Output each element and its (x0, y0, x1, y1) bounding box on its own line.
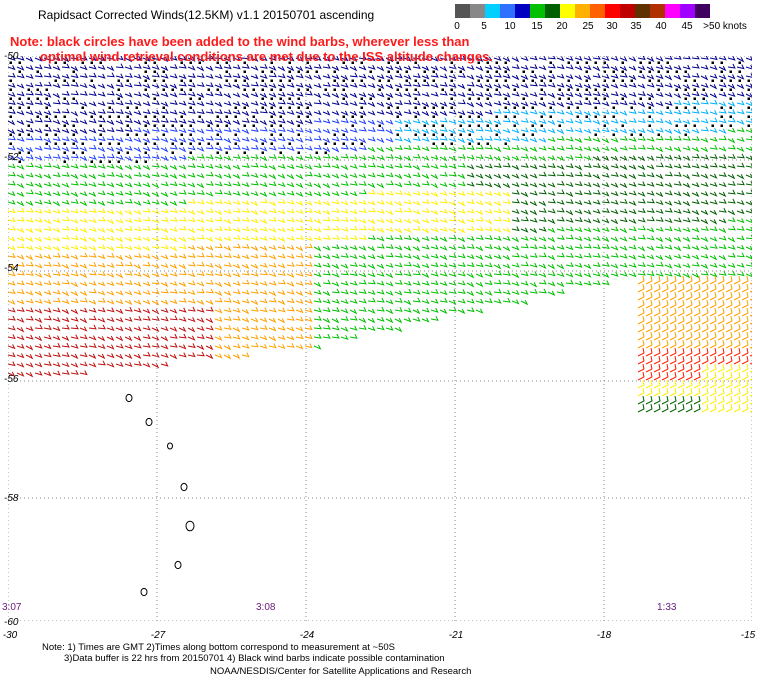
colorbar-swatch (515, 4, 530, 18)
wind-barbs (8, 243, 752, 360)
wind-barbs (8, 117, 394, 162)
colorbar-swatch (530, 4, 545, 18)
footnote-line-2: 3)Data buffer is 22 hrs from 20150701 4)… (64, 653, 445, 664)
island-outline (140, 587, 148, 597)
colorbar-swatch (605, 4, 620, 18)
wind-barbs (8, 56, 752, 135)
colorbar-tick-label: >50 knots (703, 21, 747, 32)
pass-time-label: 1:33 (657, 602, 677, 613)
lat-label: -50 (4, 51, 19, 62)
colorbar-swatch (560, 4, 575, 18)
colorbar-tick-label: 25 (582, 21, 594, 32)
island-outline (180, 482, 188, 492)
lon-label: -27 (150, 630, 166, 641)
wind-barbs (8, 127, 752, 350)
lat-label: -58 (4, 493, 19, 504)
wind-barbs (466, 153, 752, 413)
colorbar-swatch (590, 4, 605, 18)
lat-label: -60 (4, 617, 19, 628)
contamination-markers (9, 61, 750, 163)
colorbar-tick-label: 10 (504, 21, 516, 32)
island-outline (125, 393, 133, 403)
wind-barbs (394, 99, 752, 144)
colorbar-swatch (470, 4, 485, 18)
island-outline (145, 417, 153, 427)
lat-label: -52 (4, 152, 19, 163)
colorbar-swatch (650, 4, 665, 18)
colorbar-tick-label: 5 (481, 21, 487, 32)
island-outline (167, 442, 173, 450)
wind-barbs (8, 306, 214, 378)
lat-label: -54 (4, 263, 19, 274)
colorbar-swatch (545, 4, 560, 18)
colorbar-tick-label: 35 (630, 21, 642, 32)
footnote-line-1: Note: 1) Times are GMT 2)Times along bot… (42, 642, 395, 653)
colorbar-tick-label: 40 (655, 21, 667, 32)
colorbar-swatch (695, 4, 710, 18)
colorbar-swatch (665, 4, 680, 18)
lon-label: -21 (448, 630, 464, 641)
colorbar-swatch (635, 4, 650, 18)
lon-label: -18 (596, 630, 612, 641)
pass-time-label: 3:08 (256, 602, 276, 613)
colorbar-swatch (680, 4, 695, 18)
colorbar-tick-label: 15 (531, 21, 543, 32)
colorbar-tick-label: 20 (556, 21, 568, 32)
colorbar-tick-label: 45 (681, 21, 693, 32)
warning-note-line-1: Note: black circles have been added to t… (10, 34, 470, 49)
island-outline (174, 560, 182, 570)
colorbar-swatch (620, 4, 635, 18)
colorbar-swatch (485, 4, 500, 18)
lon-label: -24 (299, 630, 315, 641)
map-title: Rapidsact Corrected Winds(12.5KM) v1.1 2… (38, 8, 375, 22)
lon-label: -15 (740, 630, 756, 641)
wind-barbs (8, 189, 752, 413)
lat-label: -56 (4, 374, 19, 385)
colorbar-swatch (575, 4, 590, 18)
wind-barbs (637, 347, 752, 381)
colorbar-tick-label: 0 (454, 21, 460, 32)
colorbar-tick-label: 30 (606, 21, 618, 32)
pass-time-label: 3:07 (2, 602, 22, 613)
credit-line: NOAA/NESDIS/Center for Satellite Applica… (210, 666, 472, 677)
wind-barb-map (8, 56, 752, 621)
colorbar-swatch (455, 4, 470, 18)
island-outline (185, 520, 195, 532)
colorbar-swatch (500, 4, 515, 18)
warning-note-line-2: optimal wind retrieval conditions are me… (40, 49, 493, 64)
lon-label: -30 (2, 630, 18, 641)
